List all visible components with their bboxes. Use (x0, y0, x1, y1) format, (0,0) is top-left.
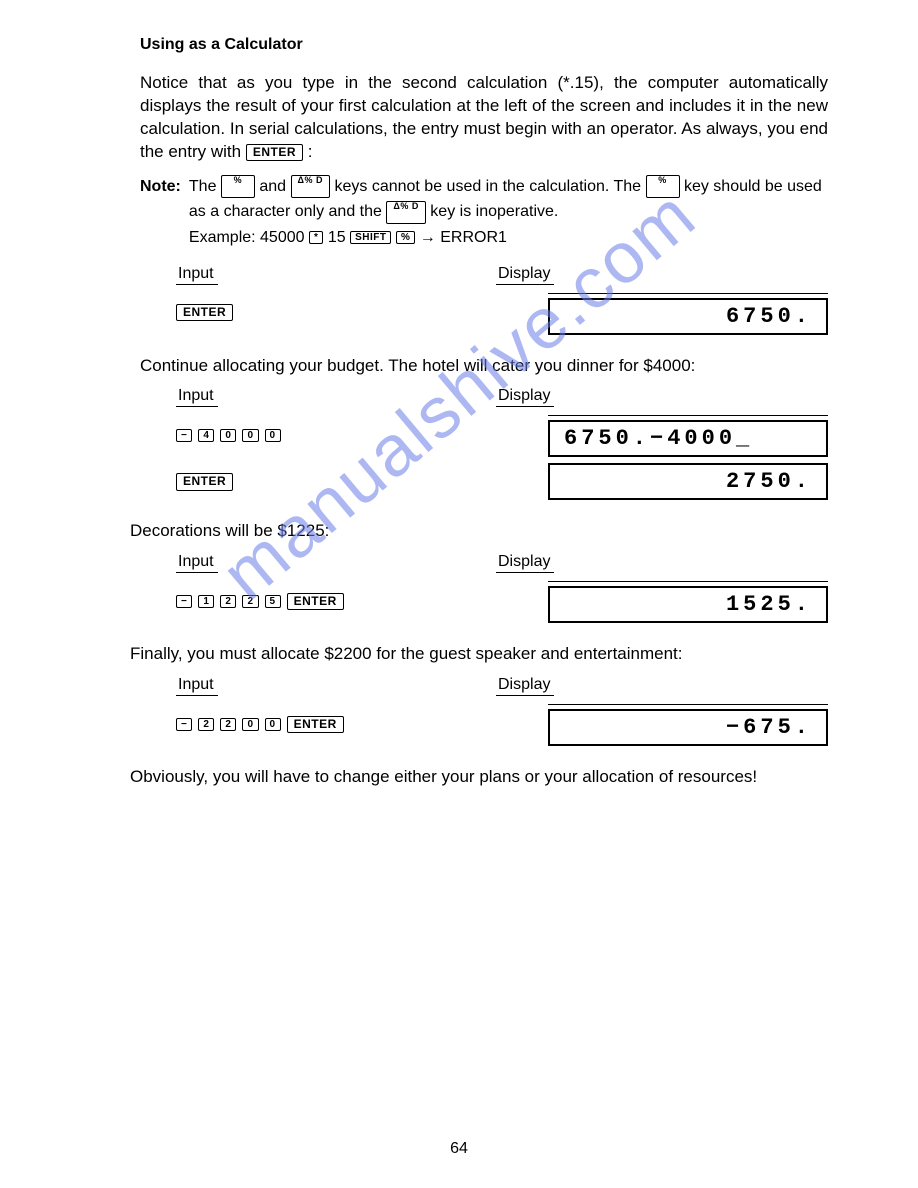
display-underline (548, 413, 828, 416)
manual-page: manualshive.com Using as a Calculator No… (0, 0, 918, 789)
enter-key-icon: ENTER (246, 144, 303, 161)
delta-key-icon: Δ% D (291, 175, 330, 198)
calc-display: −675. (548, 709, 828, 746)
digit-key-icon: 0 (265, 718, 281, 731)
input-header: Input (176, 387, 218, 407)
intro-text: Notice that as you type in the second ca… (140, 73, 828, 161)
input-header: Input (176, 676, 218, 696)
digit-key-icon: 0 (265, 429, 281, 442)
enter-key-icon: ENTER (176, 473, 233, 490)
calc-display: 2750. (548, 463, 828, 500)
note-example-pre: Example: 45000 (189, 229, 305, 246)
digit-key-icon: 5 (265, 595, 281, 608)
minus-key-icon: − (176, 595, 192, 608)
enter-key-icon: ENTER (176, 304, 233, 321)
io-block-2: Input Display − 4 0 0 0 6750.−4000_ ENTE… (176, 387, 828, 500)
display-header: Display (496, 265, 554, 285)
note-example-arrow: → ERROR1 (420, 229, 507, 246)
digit-key-icon: 2 (220, 595, 236, 608)
note-t1: The (189, 178, 217, 195)
digit-key-icon: 0 (220, 429, 236, 442)
star-key-icon: * (309, 231, 323, 244)
io-block-1: Input Display ENTER 6750. (176, 265, 828, 335)
intro-paragraph: Notice that as you type in the second ca… (140, 72, 828, 164)
digit-key-icon: 0 (242, 718, 258, 731)
io-block-3: Input Display − 1 2 2 5 ENTER 1525. (176, 553, 828, 623)
display-header: Display (496, 676, 554, 696)
para-5: Obviously, you will have to change eithe… (130, 766, 828, 789)
para-4: Finally, you must allocate $2200 for the… (130, 643, 828, 666)
note-t2: and (259, 178, 286, 195)
display-header: Display (496, 553, 554, 573)
display-underline (548, 579, 828, 582)
calc-display: 6750.−4000_ (548, 420, 828, 457)
display-underline (548, 291, 828, 294)
note-body: The % and Δ% D keys cannot be used in th… (189, 174, 828, 251)
input-header: Input (176, 265, 218, 285)
enter-key-icon: ENTER (287, 716, 344, 733)
calc-display: 1525. (548, 586, 828, 623)
page-number: 64 (0, 1140, 918, 1158)
display-underline (548, 702, 828, 705)
io-block-4: Input Display − 2 2 0 0 ENTER −675. (176, 676, 828, 746)
enter-key-icon: ENTER (287, 593, 344, 610)
minus-key-icon: − (176, 718, 192, 731)
note-label: Note: (140, 174, 181, 200)
note-block: Note: The % and Δ% D keys cannot be used… (140, 174, 828, 251)
note-t3: keys cannot be used in the calculation. … (334, 178, 641, 195)
percent-key-icon-2: % (646, 175, 680, 198)
note-t5: key is inoperative. (430, 203, 558, 220)
para-2: Continue allocating your budget. The hot… (140, 355, 828, 378)
para-3: Decorations will be $1225: (130, 520, 828, 543)
digit-key-icon: 2 (220, 718, 236, 731)
display-header: Display (496, 387, 554, 407)
input-header: Input (176, 553, 218, 573)
digit-key-icon: 4 (198, 429, 214, 442)
delta-key-icon-2: Δ% D (386, 201, 425, 224)
colon: : (308, 142, 313, 161)
percent-key-icon: % (221, 175, 255, 198)
digit-key-icon: 2 (198, 718, 214, 731)
shift-key-icon: SHIFT (350, 231, 391, 244)
digit-key-icon: 2 (242, 595, 258, 608)
digit-key-icon: 0 (242, 429, 258, 442)
minus-key-icon: − (176, 429, 192, 442)
calc-display: 6750. (548, 298, 828, 335)
pct-key-icon: % (396, 231, 415, 244)
page-heading: Using as a Calculator (140, 36, 828, 54)
digit-key-icon: 1 (198, 595, 214, 608)
note-example-mid: 15 (328, 229, 346, 246)
